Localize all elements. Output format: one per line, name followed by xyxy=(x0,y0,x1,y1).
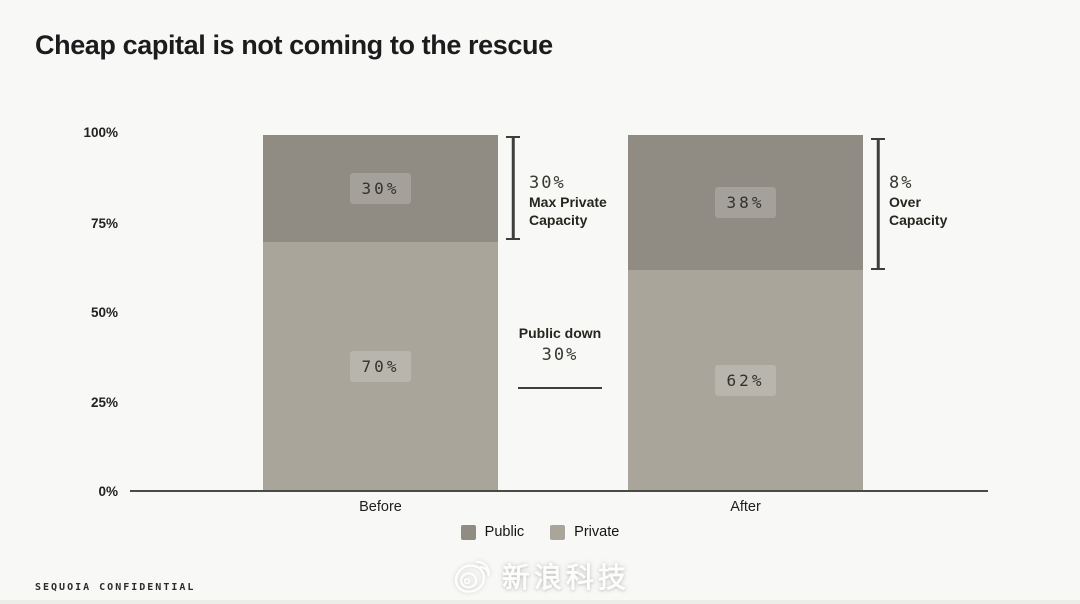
annotation-value: 8% xyxy=(889,173,914,193)
annotation-value: 30% xyxy=(529,173,566,193)
annotation-value: 30% xyxy=(541,345,579,365)
bottom-strip xyxy=(0,600,1080,604)
bar-before-private-segment: 70% xyxy=(263,241,498,491)
bar-before-private-label: 70% xyxy=(349,350,412,382)
annotation-text-line: Over xyxy=(889,194,921,210)
y-tick-0: 0% xyxy=(98,484,118,499)
bar-after-private-label: 62% xyxy=(714,365,777,397)
x-category-after: After xyxy=(730,499,761,515)
bar-before-public-segment: 30% xyxy=(263,135,498,242)
legend: Public Private xyxy=(0,524,1080,540)
confidential-label: SEQUOIA CONFIDENTIAL xyxy=(35,582,196,593)
annotation-max-private-capacity: 30% Max Private Capacity xyxy=(529,172,607,229)
bar-after-public-segment: 38% xyxy=(628,135,863,271)
legend-item-public: Public xyxy=(460,524,525,540)
annotation-public-down: Public down 30% xyxy=(503,323,617,389)
bar-before-public-label: 30% xyxy=(349,172,412,204)
annotation-underline xyxy=(518,387,602,389)
legend-swatch-public xyxy=(460,524,476,540)
y-tick-100: 100% xyxy=(83,125,118,140)
annotation-over-capacity: 8% Over Capacity xyxy=(889,172,947,229)
watermark: 新浪科技 xyxy=(452,556,630,596)
bracket-before-public xyxy=(506,136,520,240)
watermark-text: 新浪科技 xyxy=(502,562,631,593)
y-tick-75: 75% xyxy=(90,216,118,231)
bar-after-public-label: 38% xyxy=(714,187,777,219)
legend-label-public: Public xyxy=(484,524,525,540)
bracket-after-public xyxy=(871,138,885,270)
bar-after-private-segment: 62% xyxy=(628,270,863,491)
annotation-text-line: Capacity xyxy=(889,211,948,228)
x-category-before: Before xyxy=(359,499,402,515)
y-tick-50: 50% xyxy=(90,305,118,320)
annotation-text-line: Public down xyxy=(518,325,602,341)
x-axis-line xyxy=(130,490,988,492)
y-tick-25: 25% xyxy=(90,395,118,410)
bar-before: 30% 70% xyxy=(263,135,498,491)
legend-swatch-private xyxy=(550,524,566,540)
bar-after: 38% 62% xyxy=(628,135,863,491)
legend-item-private: Private xyxy=(550,524,619,540)
page-title: Cheap capital is not coming to the rescu… xyxy=(35,30,553,60)
annotation-text-line: Capacity xyxy=(529,211,588,228)
annotation-text-line: Max Private xyxy=(529,194,607,210)
legend-label-private: Private xyxy=(574,524,620,540)
weibo-eye-icon xyxy=(452,556,494,596)
